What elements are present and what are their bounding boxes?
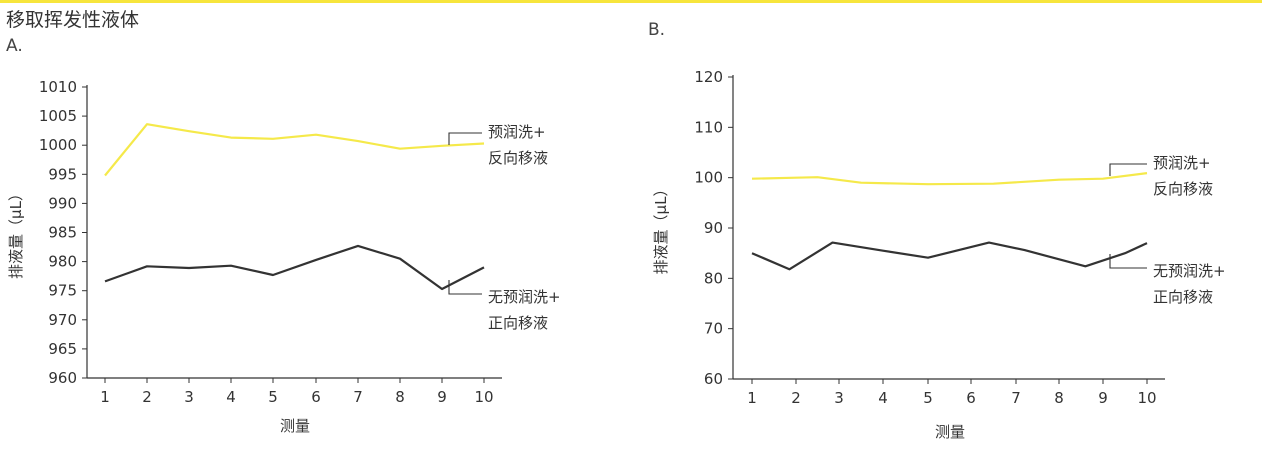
x-tick-label: 8 — [395, 388, 405, 406]
figure-title: 移取挥发性液体 — [6, 9, 140, 31]
legend-label: 正向移液 — [488, 314, 548, 332]
legend-leader-line — [448, 132, 482, 145]
y-tick-label: 960 — [48, 369, 77, 387]
legend-label: 预润洗+ — [488, 123, 546, 141]
x-tick-label: 9 — [1098, 389, 1108, 407]
y-tick-label: 970 — [48, 311, 77, 329]
legend-leader-line — [1109, 163, 1147, 176]
y-tick-label: 1010 — [39, 78, 77, 96]
x-axis-label: 测量 — [280, 417, 310, 435]
y-tick-label: 70 — [704, 320, 723, 338]
x-axis-label: 测量 — [935, 423, 965, 441]
y-tick-label: 80 — [704, 269, 723, 287]
series-line-prewet-reverse — [104, 123, 485, 177]
x-tick-label: 3 — [834, 389, 844, 407]
legend-label: 正向移液 — [1153, 288, 1213, 306]
panel-b-label: B. — [648, 20, 666, 40]
y-axis-label: 排液量（µL） — [7, 186, 25, 279]
y-tick-label: 110 — [694, 118, 723, 136]
x-tick-label: 6 — [966, 389, 976, 407]
x-tick-label: 1 — [100, 388, 110, 406]
legend-label: 无预润洗+ — [1153, 262, 1226, 280]
x-tick-label: 5 — [268, 388, 278, 406]
y-tick-label: 995 — [48, 165, 77, 183]
x-tick-label: 6 — [311, 388, 321, 406]
x-tick-label: 10 — [1137, 389, 1156, 407]
x-tick-label: 7 — [353, 388, 363, 406]
x-tick-label: 2 — [142, 388, 152, 406]
legend-label: 无预润洗+ — [488, 288, 561, 306]
series-line-noprewet-forward — [751, 241, 1148, 271]
y-tick-label: 1000 — [39, 136, 77, 154]
x-tick-label: 2 — [791, 389, 801, 407]
x-tick-label: 9 — [437, 388, 447, 406]
x-tick-label: 7 — [1011, 389, 1021, 407]
legend-leader-line — [1109, 254, 1147, 269]
x-tick-label: 1 — [747, 389, 757, 407]
y-tick-label: 975 — [48, 282, 77, 300]
x-tick-label: 10 — [474, 388, 493, 406]
panel-a-label: A. — [6, 36, 23, 56]
legend-leader-line — [448, 280, 482, 295]
y-tick-label: 990 — [48, 194, 77, 212]
x-tick-label: 5 — [923, 389, 933, 407]
legend-label: 反向移液 — [1153, 180, 1213, 198]
y-tick-label: 1005 — [39, 107, 77, 125]
y-tick-label: 60 — [704, 370, 723, 388]
x-tick-label: 4 — [878, 389, 888, 407]
x-tick-label: 8 — [1054, 389, 1064, 407]
y-tick-label: 965 — [48, 340, 77, 358]
y-tick-label: 90 — [704, 219, 723, 237]
series-line-prewet-reverse — [751, 172, 1148, 186]
x-tick-label: 3 — [184, 388, 194, 406]
top-accent-bar — [0, 0, 1262, 3]
legend-label: 预润洗+ — [1153, 154, 1211, 172]
legend-label: 反向移液 — [488, 149, 548, 167]
y-tick-label: 985 — [48, 224, 77, 242]
y-tick-label: 100 — [694, 169, 723, 187]
series-line-noprewet-forward — [104, 244, 485, 291]
y-tick-label: 120 — [694, 68, 723, 86]
y-axis-label: 排液量（µL） — [652, 182, 670, 275]
y-tick-label: 980 — [48, 253, 77, 271]
x-tick-label: 4 — [226, 388, 236, 406]
